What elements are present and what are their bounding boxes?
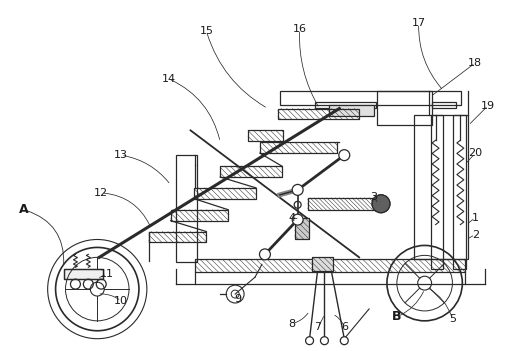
Bar	[294, 218, 308, 239]
Circle shape	[292, 184, 302, 196]
Bar	[175, 155, 197, 262]
Bar	[307, 198, 374, 210]
Bar	[277, 108, 358, 119]
Circle shape	[372, 195, 389, 213]
Text: 2: 2	[471, 230, 478, 239]
Bar	[329, 105, 373, 117]
Circle shape	[372, 195, 389, 213]
Bar	[294, 218, 308, 239]
Text: 3: 3	[370, 192, 377, 202]
Text: 6: 6	[340, 322, 347, 332]
Text: 19: 19	[480, 100, 494, 111]
Bar	[260, 142, 336, 153]
Text: 13: 13	[114, 150, 128, 160]
Bar	[220, 166, 281, 177]
Bar	[149, 232, 206, 243]
Text: 1: 1	[471, 213, 478, 223]
Text: 8: 8	[288, 319, 295, 329]
Circle shape	[340, 337, 348, 345]
Text: 18: 18	[467, 58, 482, 68]
Bar	[247, 130, 282, 141]
Bar	[413, 115, 467, 259]
Bar	[247, 130, 282, 141]
Bar	[194, 188, 256, 199]
Bar	[277, 108, 358, 119]
Text: 11: 11	[100, 269, 114, 279]
Text: 4: 4	[288, 213, 295, 223]
Text: 17: 17	[411, 18, 425, 28]
Bar	[430, 115, 443, 269]
Text: 9: 9	[234, 294, 241, 304]
Bar	[307, 198, 374, 210]
Bar	[314, 101, 375, 107]
Text: 7: 7	[314, 322, 321, 332]
Circle shape	[305, 337, 313, 345]
Text: 20: 20	[467, 148, 482, 158]
Bar	[311, 257, 333, 271]
Bar	[149, 232, 206, 243]
Circle shape	[259, 249, 270, 260]
Bar	[376, 91, 431, 125]
Text: 5: 5	[448, 314, 455, 324]
Bar	[279, 91, 461, 105]
Text: 15: 15	[199, 26, 213, 36]
Text: 16: 16	[292, 24, 306, 34]
Bar	[194, 188, 256, 199]
Bar	[171, 210, 228, 221]
Bar	[431, 101, 456, 107]
Text: 14: 14	[161, 74, 176, 84]
Text: B: B	[391, 310, 401, 323]
Bar	[311, 257, 333, 271]
Bar	[260, 142, 336, 153]
Bar	[195, 259, 464, 272]
Bar	[195, 259, 464, 272]
Circle shape	[320, 337, 328, 345]
Text: 12: 12	[94, 188, 108, 198]
Bar	[453, 115, 465, 269]
Bar	[64, 269, 103, 279]
Circle shape	[338, 150, 349, 161]
Circle shape	[292, 214, 302, 225]
Text: 10: 10	[114, 296, 128, 306]
Bar	[220, 166, 281, 177]
Bar	[64, 269, 103, 279]
Text: A: A	[19, 203, 29, 216]
Bar	[171, 210, 228, 221]
